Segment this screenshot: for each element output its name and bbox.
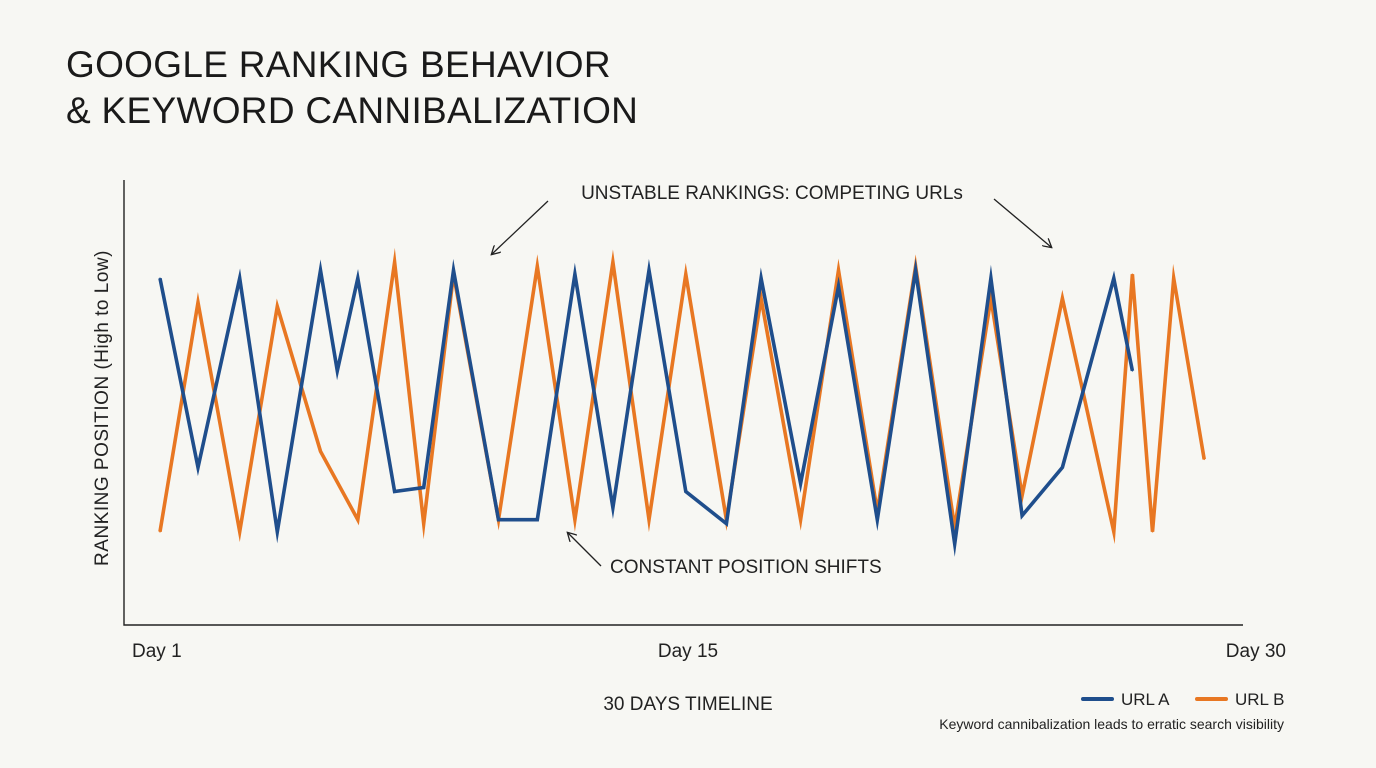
axis-lines: [123, 180, 1243, 626]
data-point-url-b: [1203, 458, 1205, 461]
data-point-url-b: [159, 530, 161, 533]
data-point-url-a: [799, 482, 802, 485]
annotation-arrow-right: [993, 198, 1051, 247]
y-axis-label: RANKING POSITION (High to Low): [92, 250, 113, 566]
data-point-url-a: [1113, 277, 1115, 280]
data-point-url-a: [197, 466, 199, 469]
data-point-url-a: [953, 543, 956, 545]
data-point-url-a: [648, 269, 650, 272]
data-point-url-b: [1061, 297, 1064, 300]
series-line-url-b: [158, 247, 1206, 545]
data-point-url-b: [276, 305, 279, 308]
data-point-url-b: [1113, 530, 1115, 533]
data-point-url-a: [393, 490, 396, 493]
data-point-url-b: [648, 518, 650, 521]
annotation-arrow-left: [492, 200, 549, 254]
data-point-url-b: [393, 261, 396, 264]
x-tick-label-day-30: Day 30: [1226, 641, 1286, 662]
data-point-url-b: [422, 522, 425, 525]
data-point-url-a: [760, 277, 762, 280]
x-tick-label-day-15: Day 15: [658, 641, 718, 662]
data-point-url-b: [799, 518, 802, 521]
legend-label-url-b: URL B: [1235, 690, 1284, 709]
data-point-url-a: [319, 269, 322, 272]
data-point-url-a: [276, 530, 279, 533]
data-point-url-a: [497, 518, 500, 521]
data-point-url-a: [685, 490, 687, 493]
series-url-a: [158, 258, 1135, 557]
data-point-url-a: [990, 277, 992, 280]
data-point-url-a: [159, 277, 161, 280]
data-point-url-a: [612, 506, 614, 509]
legend-label-url-a: URL A: [1121, 690, 1170, 709]
data-point-url-b: [1131, 273, 1134, 276]
chart-title: GOOGLE RANKING BEHAVIOR & KEYWORD CANNIB…: [66, 42, 638, 134]
series-line-url-a: [158, 258, 1135, 557]
x-tick-label-day-1: Day 1: [132, 641, 182, 662]
annotation-unstable-rankings: UNSTABLE RANKINGS: COMPETING URLs: [581, 183, 963, 204]
data-point-url-b: [197, 301, 199, 304]
data-point-url-a: [336, 370, 339, 372]
footnote: Keyword cannibalization leads to erratic…: [939, 716, 1284, 732]
series-layer: [158, 247, 1206, 557]
data-point-url-b: [685, 273, 687, 276]
data-point-url-a: [1021, 514, 1023, 517]
legend: URL A URL B: [1081, 690, 1284, 709]
data-point-url-a: [725, 522, 728, 525]
data-point-url-b: [536, 265, 539, 268]
data-point-url-a: [536, 518, 539, 521]
data-point-url-a: [876, 518, 879, 521]
data-point-url-a: [452, 269, 455, 272]
data-point-url-b: [357, 518, 359, 521]
data-point-url-b: [837, 269, 840, 272]
data-point-url-b: [760, 297, 762, 300]
data-point-url-a: [914, 269, 917, 272]
data-point-url-b: [238, 530, 241, 533]
data-point-url-a: [238, 277, 241, 280]
x-axis-label: 30 DAYS TIMELINE: [603, 694, 772, 715]
data-point-url-a: [357, 277, 359, 280]
data-point-url-b: [1172, 277, 1175, 280]
data-point-url-b: [319, 450, 322, 453]
data-point-url-a: [1131, 370, 1134, 372]
chart-title-line-1: GOOGLE RANKING BEHAVIOR: [66, 44, 611, 85]
data-point-url-b: [1021, 494, 1023, 497]
data-point-url-b: [990, 297, 992, 300]
data-point-url-a: [1061, 466, 1064, 469]
data-point-url-a: [837, 285, 840, 288]
data-point-url-a: [422, 486, 425, 489]
data-point-url-a: [574, 273, 576, 276]
annotation-constant-shifts: CONSTANT POSITION SHIFTS: [610, 557, 882, 578]
annotation-arrow-shifts: [568, 533, 602, 567]
chart-title-line-2: & KEYWORD CANNIBALIZATION: [66, 90, 639, 131]
data-point-url-b: [1151, 530, 1154, 533]
data-point-url-b: [612, 261, 614, 264]
data-point-url-b: [574, 518, 576, 521]
